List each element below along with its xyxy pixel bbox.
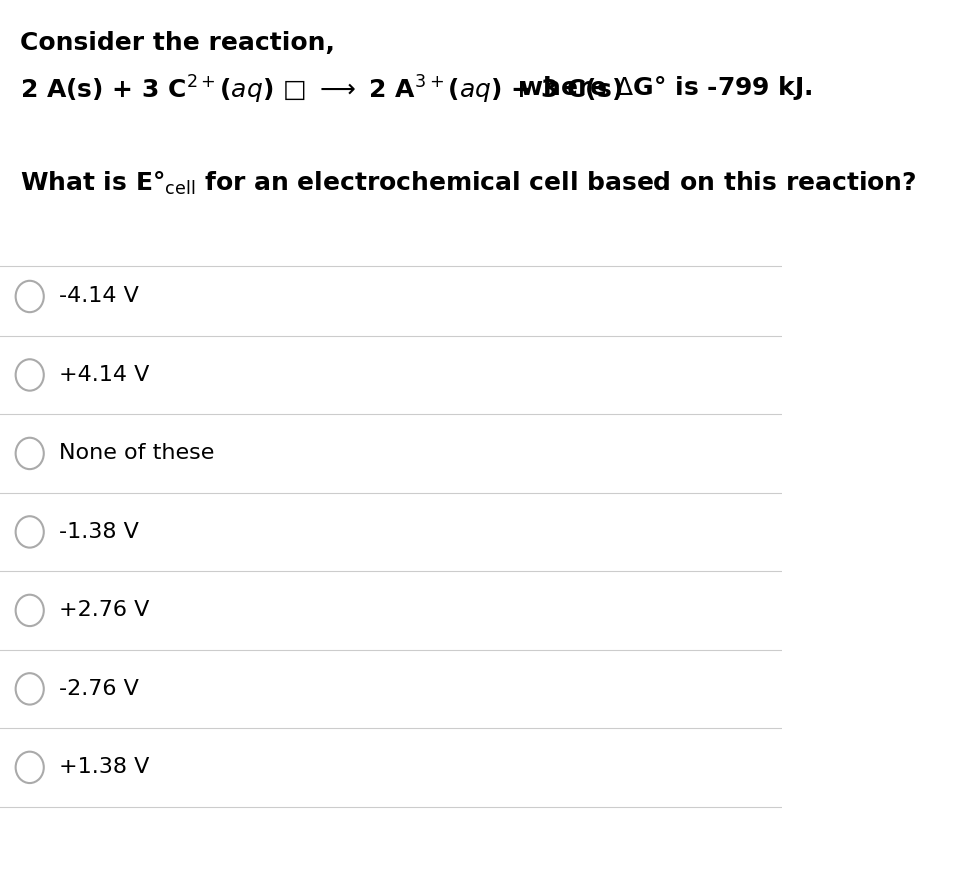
Text: -2.76 V: -2.76 V — [58, 679, 139, 698]
Text: None of these: None of these — [58, 444, 214, 463]
Text: +2.76 V: +2.76 V — [58, 601, 149, 620]
Text: 2 A(s) + 3 C$^{2+}$($\it{aq}$) □ $\longrightarrow$ 2 A$^{3+}$($\it{aq}$) + 3 C(s: 2 A(s) + 3 C$^{2+}$($\it{aq}$) □ $\longr… — [19, 74, 621, 106]
Text: +4.14 V: +4.14 V — [58, 365, 149, 385]
Text: -1.38 V: -1.38 V — [58, 522, 139, 542]
Text: +1.38 V: +1.38 V — [58, 758, 149, 777]
Text: -4.14 V: -4.14 V — [58, 287, 139, 306]
Text: What is E°$_\mathrm{cell}$ for an electrochemical cell based on this reaction?: What is E°$_\mathrm{cell}$ for an electr… — [19, 170, 916, 197]
Text: where $\Delta$G° is -799 kJ.: where $\Delta$G° is -799 kJ. — [485, 74, 813, 102]
Text: Consider the reaction,: Consider the reaction, — [19, 31, 335, 55]
